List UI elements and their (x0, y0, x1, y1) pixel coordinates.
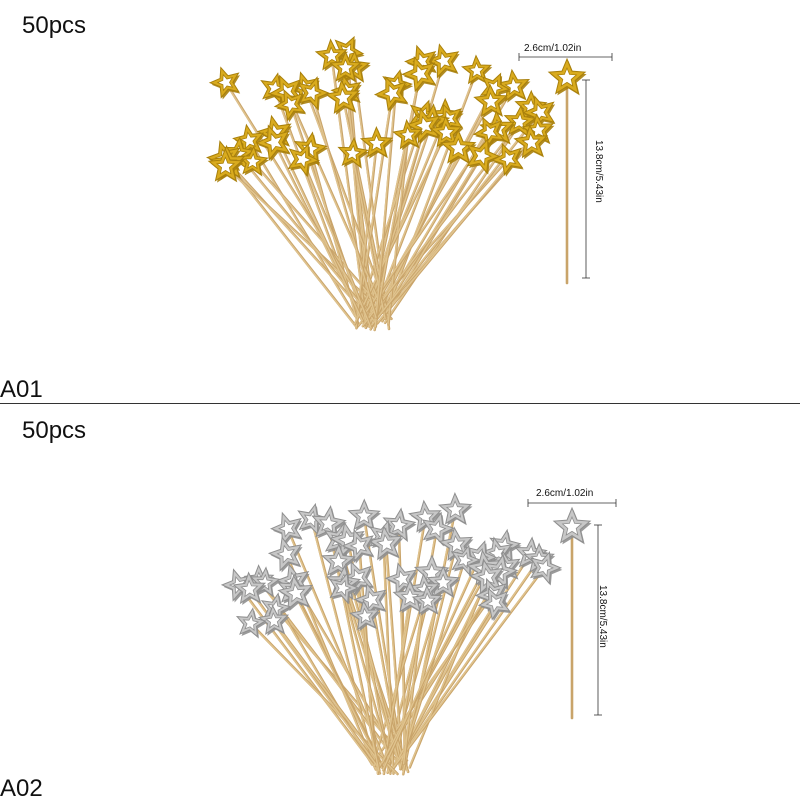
star-topper (437, 491, 473, 526)
star-topper (208, 66, 241, 100)
star-topper (373, 76, 409, 113)
wooden-stick (357, 92, 394, 318)
star-pick-bouquet-image (205, 35, 556, 332)
wooden-stick (310, 91, 378, 320)
wooden-stick (371, 111, 542, 327)
star-topper (503, 104, 537, 138)
single-star-pick-image (527, 499, 617, 720)
star-topper (347, 498, 382, 532)
wooden-stick (408, 576, 489, 769)
wooden-stick (345, 89, 376, 327)
star-topper (392, 118, 424, 151)
wooden-stick (247, 139, 357, 318)
panel-divider (0, 403, 800, 404)
star-topper (337, 137, 369, 169)
star-topper (359, 125, 394, 159)
height-dimension-label: 13.8cm/5.43in (597, 585, 608, 648)
star-topper (324, 79, 361, 115)
height-dimension-line (594, 524, 602, 716)
quantity-label: 50pcs (22, 417, 87, 444)
wooden-stick (392, 566, 546, 769)
quantity-label: 50pcs (22, 12, 87, 39)
star-topper (450, 544, 482, 577)
star-topper (297, 76, 331, 111)
star-topper (421, 511, 455, 547)
wooden-stick (381, 555, 481, 772)
wooden-stick (272, 619, 381, 763)
star-topper (513, 124, 549, 160)
variant-code-label: A01 (0, 376, 43, 403)
wooden-stick (304, 86, 390, 314)
star-topper (529, 550, 563, 586)
star-topper (237, 145, 269, 177)
star-topper (255, 124, 291, 162)
product-panel-a02: 50pcs 2.6cm/1.02in 13.8cm/5.43in A02 (0, 405, 800, 805)
star-topper (321, 543, 357, 578)
height-dimension-line (582, 79, 590, 279)
wooden-stick (397, 557, 541, 763)
star-topper (287, 143, 321, 178)
star-topper (232, 123, 265, 157)
wooden-stick (226, 162, 358, 329)
star-pick-bouquet-image (220, 491, 563, 776)
wooden-stick (381, 567, 487, 764)
product-panel-a01: 50pcs 2.6cm/1.02in 13.8cm/5.43in A01 (0, 0, 800, 403)
star-topper (273, 88, 307, 123)
star-topper (547, 57, 587, 96)
single-star-pick-image (518, 53, 613, 285)
width-dimension-label: 2.6cm/1.02in (524, 43, 582, 54)
star-topper (440, 129, 477, 165)
star-topper (257, 604, 290, 636)
star-topper (401, 55, 437, 93)
star-topper (329, 572, 360, 605)
wooden-stick (224, 81, 376, 322)
star-topper (392, 579, 428, 614)
star-topper (329, 50, 363, 83)
star-topper (207, 147, 244, 183)
wooden-stick (301, 158, 373, 330)
wooden-stick (274, 131, 365, 322)
star-topper (297, 502, 329, 536)
star-topper (552, 506, 592, 545)
star-topper (521, 95, 556, 131)
wooden-stick (374, 83, 398, 328)
wooden-stick (341, 586, 392, 763)
wooden-stick (383, 515, 427, 766)
star-topper (341, 528, 375, 564)
width-dimension-line (527, 499, 617, 507)
star-topper (473, 83, 509, 118)
width-dimension-line (518, 53, 613, 61)
star-topper (232, 571, 267, 605)
wooden-stick (291, 588, 384, 769)
star-topper (270, 511, 303, 547)
star-topper (491, 142, 524, 177)
star-topper (472, 116, 506, 150)
variant-code-label: A02 (0, 775, 43, 802)
star-topper (411, 584, 444, 616)
star-topper (267, 536, 303, 573)
wooden-stick (285, 90, 388, 318)
star-topper (405, 107, 442, 145)
star-topper (349, 599, 381, 632)
height-dimension-label: 13.8cm/5.43in (593, 140, 604, 203)
star-topper (277, 574, 314, 612)
star-topper (235, 607, 267, 639)
wooden-stick (223, 156, 373, 322)
star-topper (466, 138, 501, 175)
wooden-stick (402, 588, 426, 765)
width-dimension-label: 2.6cm/1.02in (536, 488, 594, 499)
wooden-stick (310, 518, 376, 766)
star-topper (477, 587, 512, 622)
